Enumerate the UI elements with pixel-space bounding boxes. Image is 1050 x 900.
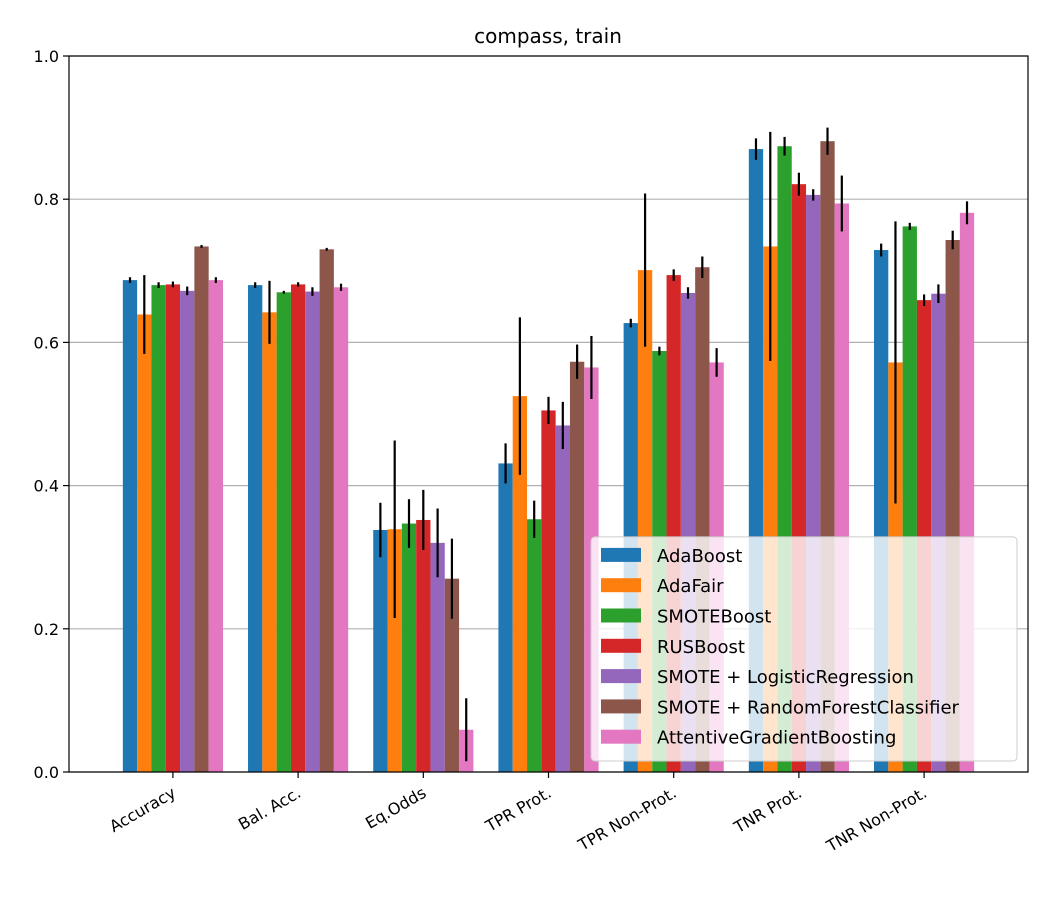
- bar: [165, 284, 181, 772]
- legend-label: AdaBoost: [657, 546, 742, 567]
- legend-swatch: [601, 729, 641, 744]
- bar: [387, 529, 402, 772]
- legend-swatch: [601, 669, 641, 684]
- bar: [194, 246, 209, 772]
- legend-swatch: [601, 638, 641, 653]
- y-tick-label: 0.8: [34, 190, 59, 209]
- bar: [444, 578, 460, 772]
- bar: [276, 292, 291, 772]
- legend-box: [590, 536, 1018, 762]
- bar: [498, 463, 513, 772]
- x-tick-label: TNR Prot.: [730, 783, 805, 837]
- bar: [248, 285, 263, 772]
- legend-swatch: [601, 608, 641, 623]
- y-tick-label: 0.4: [34, 477, 59, 496]
- bar: [527, 519, 542, 772]
- bar: [180, 290, 195, 772]
- legend-label: SMOTE + RandomForestClassifier: [657, 697, 960, 718]
- bar: [416, 519, 431, 772]
- bar: [122, 280, 138, 772]
- bar: [555, 425, 570, 772]
- legend-label: AdaFair: [657, 576, 724, 597]
- bar: [373, 529, 388, 772]
- x-tick-label: Accuracy: [106, 783, 179, 836]
- x-axis: Accuracy Bal. Acc. Eq.Odds TPR Prot. TPR Non…: [106, 772, 930, 856]
- legend: AdaBoost AdaFair SMOTEBoost RUSBoost SMOTE +…: [590, 536, 1018, 762]
- x-tick-label: Eq.Odds: [362, 783, 429, 833]
- bar: [208, 280, 223, 772]
- bar: [541, 410, 556, 772]
- bar: [137, 314, 152, 772]
- bar: [319, 249, 334, 772]
- y-tick-label: 0.6: [34, 333, 59, 352]
- chart-title: compass, train: [474, 24, 622, 48]
- bar: [262, 312, 277, 772]
- bar: [430, 542, 445, 772]
- y-axis: 0.0 0.2 0.4 0.6 0.8 1.0: [34, 47, 69, 782]
- bar: [151, 285, 166, 772]
- bar: [305, 291, 320, 772]
- y-tick-label: 0.2: [34, 620, 59, 639]
- x-tick-label: TPR Non-Prot.: [574, 783, 680, 855]
- legend-swatch: [601, 578, 641, 593]
- x-tick-label: TNR Non-Prot.: [822, 783, 930, 856]
- y-tick-label: 1.0: [34, 47, 59, 66]
- legend-label: RUSBoost: [657, 637, 745, 658]
- bar: [290, 284, 306, 772]
- legend-swatch: [601, 699, 641, 714]
- legend-swatch: [601, 547, 641, 562]
- x-tick-label: Bal. Acc.: [235, 783, 304, 834]
- bar: [569, 361, 585, 772]
- bar: [333, 287, 349, 772]
- bar: [401, 523, 417, 772]
- error-bars: [128, 127, 969, 762]
- x-tick-label: TPR Prot.: [481, 783, 554, 836]
- legend-label: SMOTEBoost: [657, 607, 771, 628]
- bar: [512, 396, 528, 772]
- y-tick-label: 0.0: [34, 763, 59, 782]
- legend-label: AttentiveGradientBoosting: [657, 728, 896, 749]
- legend-label: SMOTE + LogisticRegression: [657, 667, 914, 688]
